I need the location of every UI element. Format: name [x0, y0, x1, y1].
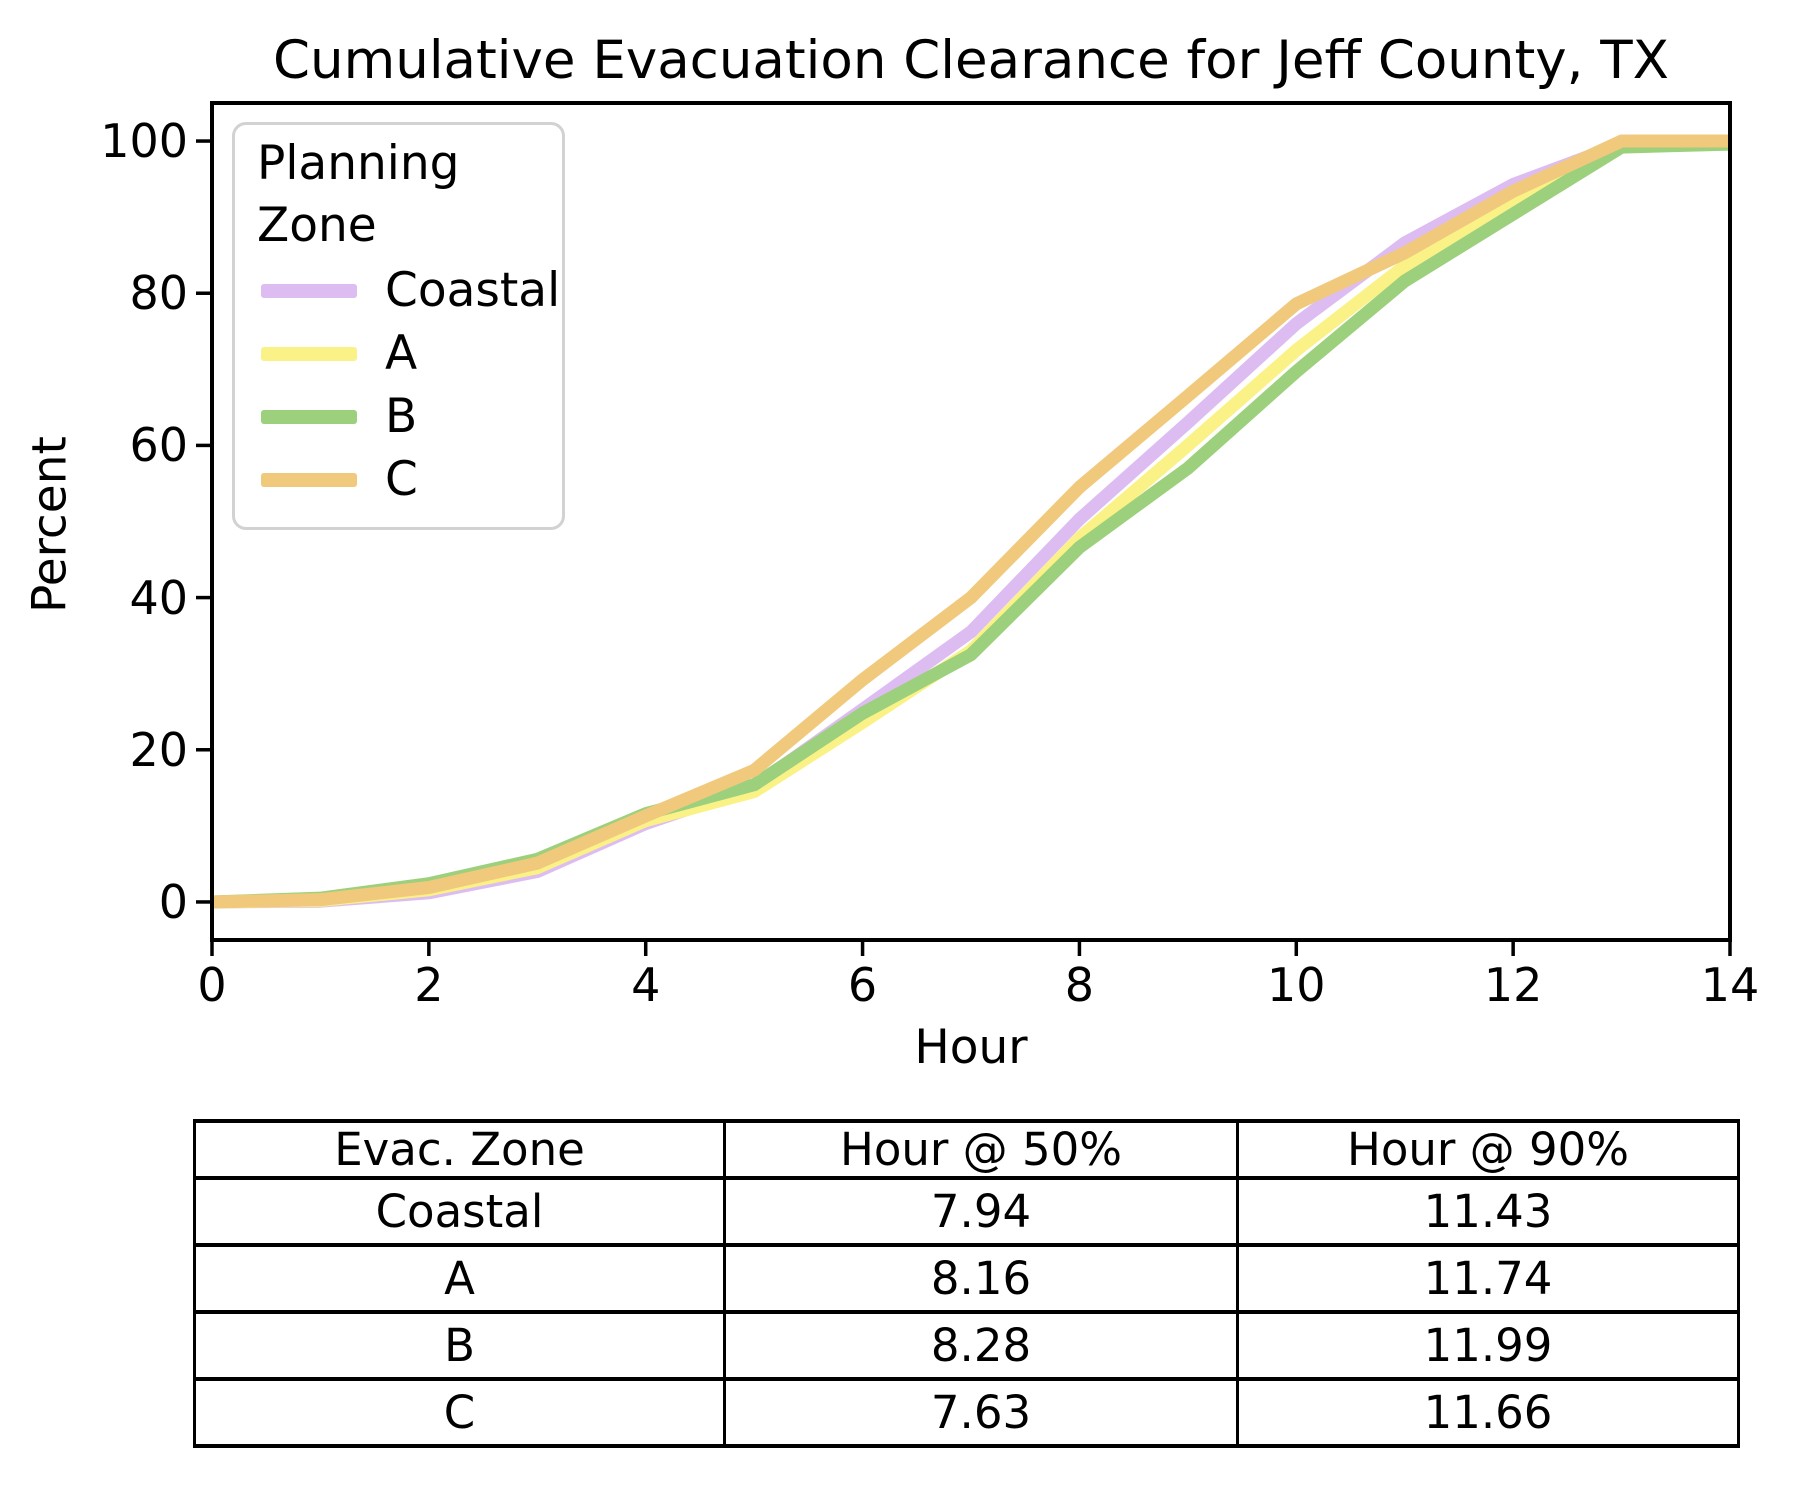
table-header-cell: Hour @ 50%	[723, 1119, 1239, 1180]
table-cell: 11.99	[1236, 1310, 1740, 1381]
summary-table: Evac. Zone Hour @ 50% Hour @ 90% Coastal 7.…	[193, 1119, 1740, 1448]
table-cell: C	[193, 1377, 726, 1448]
y-tick-label: 0	[158, 874, 188, 929]
y-tick-label: 60	[129, 418, 188, 473]
legend-label: Coastal	[385, 263, 561, 318]
x-tick-label: 0	[197, 958, 227, 1012]
y-tick-label: 80	[129, 266, 188, 321]
table-row: C 7.63 11.66	[193, 1377, 1740, 1448]
legend-title: Planning Zone	[257, 136, 460, 253]
legend-label: B	[385, 389, 418, 444]
legend-label: C	[385, 452, 418, 507]
x-tick-label: 14	[1700, 958, 1760, 1012]
table-cell: Coastal	[193, 1176, 726, 1247]
series-line-c	[211, 134, 1730, 909]
legend-swatch-icon	[261, 346, 357, 361]
y-tick-label: 40	[129, 570, 188, 625]
y-tick-label: 100	[100, 114, 188, 169]
table-header-cell: Evac. Zone	[193, 1119, 726, 1180]
plot-border	[210, 101, 1732, 942]
table-cell: 7.94	[723, 1176, 1239, 1247]
legend-entry-c: C	[257, 448, 542, 511]
x-tick-label: 4	[631, 958, 661, 1012]
y-tick-label: 20	[129, 722, 188, 777]
table-header-row: Evac. Zone Hour @ 50% Hour @ 90%	[193, 1119, 1740, 1180]
x-tick-label: 12	[1483, 958, 1543, 1012]
x-tick-label: 10	[1267, 958, 1326, 1012]
table-cell: 11.66	[1236, 1377, 1740, 1448]
summary-table-body: Coastal 7.94 11.43 A 8.16 11.74 B 8.28 11.99 C 7.6…	[193, 1176, 1740, 1448]
table-row: A 8.16 11.74	[193, 1243, 1740, 1314]
table-cell: 7.63	[723, 1377, 1239, 1448]
legend: Planning Zone Coastal A B C	[232, 122, 565, 530]
chart-canvas	[196, 101, 1732, 956]
table-row: Coastal 7.94 11.43	[193, 1176, 1740, 1247]
summary-table-head: Evac. Zone Hour @ 50% Hour @ 90%	[193, 1119, 1740, 1180]
legend-entry-b: B	[257, 385, 542, 448]
table-cell: 8.16	[723, 1243, 1239, 1314]
legend-entry-a: A	[257, 322, 542, 385]
table-row: B 8.28 11.99	[193, 1310, 1740, 1381]
x-tick-label: 2	[414, 958, 444, 1012]
table-cell: 11.74	[1236, 1243, 1740, 1314]
legend-label: A	[385, 326, 418, 381]
chart-title: Cumulative Evacuation Clearance for Jeff…	[273, 30, 1669, 91]
legend-swatch-icon	[261, 409, 357, 424]
x-tick-label: 6	[847, 958, 878, 1012]
table-cell: 8.28	[723, 1310, 1239, 1381]
x-axis-label: Hour	[914, 1020, 1028, 1075]
legend-entry-coastal: Coastal	[257, 259, 560, 322]
table-cell: 11.43	[1236, 1176, 1740, 1247]
legend-swatch-icon	[261, 472, 357, 487]
table-cell: A	[193, 1243, 726, 1314]
legend-swatch-icon	[261, 283, 357, 298]
table-header-cell: Hour @ 90%	[1236, 1119, 1740, 1180]
y-axis-label: Percent	[22, 436, 78, 613]
table-cell: B	[193, 1310, 726, 1381]
x-tick-label: 8	[1064, 958, 1095, 1012]
